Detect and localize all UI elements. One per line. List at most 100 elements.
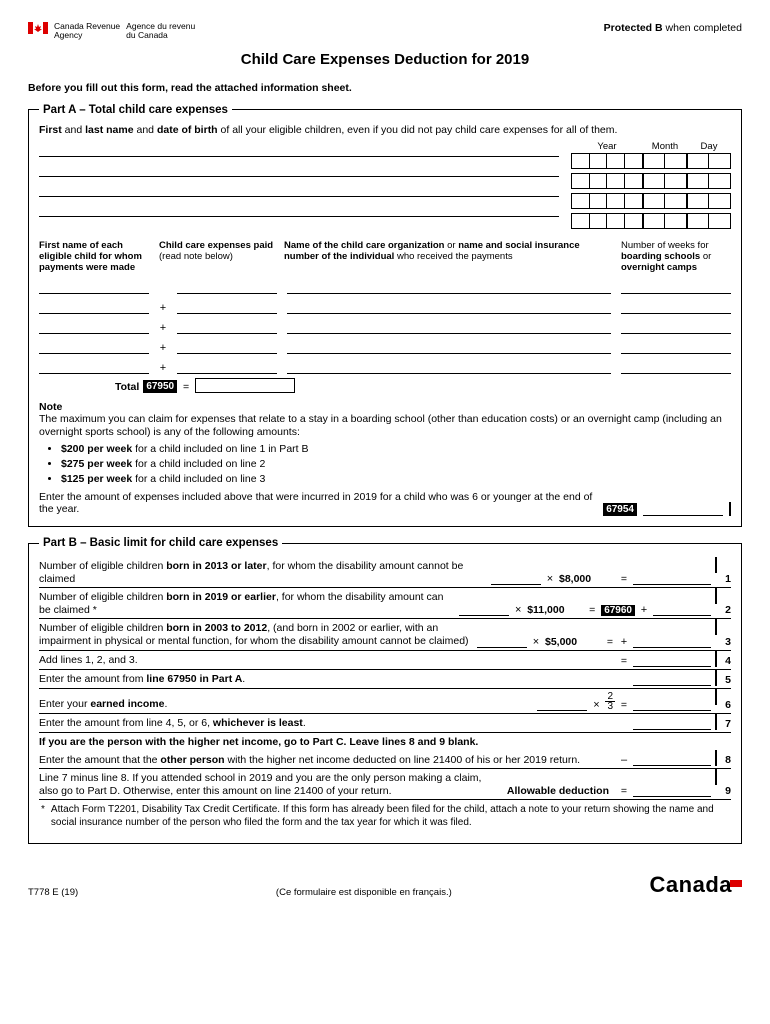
line-number-6: 6	[721, 699, 731, 711]
code-67950: 67950	[143, 380, 177, 393]
exp-weeks-input[interactable]	[621, 298, 731, 314]
allowable-deduction-label: Allowable deduction	[507, 785, 615, 797]
line-8-result-input[interactable]	[633, 753, 711, 766]
equals-sign: =	[619, 699, 629, 711]
line-5-text: Enter the amount from line 67950 in Part…	[39, 673, 629, 686]
ch2b: paid	[254, 240, 274, 251]
line-5-result-input[interactable]	[633, 673, 711, 686]
minus-sign: –	[619, 754, 629, 766]
times-sign: ×	[531, 636, 541, 648]
line-7: Enter the amount from line 4, 5, or 6, w…	[39, 714, 731, 733]
line-3-mult: $5,000	[545, 636, 601, 648]
ch4c: or	[700, 251, 711, 262]
ch3b: or	[444, 240, 458, 251]
line-4-text: Add lines 1, 2, and 3.	[39, 654, 615, 667]
colhead-expenses: Child care expenses paid (read note belo…	[159, 241, 274, 274]
bullet-txt: for a child included on line 2	[132, 458, 265, 470]
expense-row: +	[39, 298, 731, 314]
r6b: earned income	[90, 698, 164, 710]
line-9-result-input[interactable]	[633, 784, 711, 797]
part-b-instruction: If you are the person with the higher ne…	[39, 733, 731, 751]
child-name-line[interactable]	[39, 201, 559, 217]
r2b: born in 2019 or earlier	[166, 591, 276, 603]
dob-row[interactable]	[571, 173, 731, 189]
line-1-count-input[interactable]	[491, 572, 541, 585]
r8b: other person	[160, 754, 224, 766]
dob-row[interactable]	[571, 193, 731, 209]
exp-org-input[interactable]	[287, 358, 611, 374]
star-note-text: Attach Form T2201, Disability Tax Credit…	[51, 804, 729, 829]
exp-child-input[interactable]	[39, 318, 149, 334]
line-1-result-input[interactable]	[633, 572, 711, 585]
exp-child-input[interactable]	[39, 338, 149, 354]
separator-bar	[715, 714, 717, 730]
line-6-result-input[interactable]	[633, 698, 711, 711]
exp-org-input[interactable]	[287, 338, 611, 354]
dob-row[interactable]	[571, 213, 731, 229]
child-name-line[interactable]	[39, 181, 559, 197]
line-3-result-input[interactable]	[633, 635, 711, 648]
exp-amount-input[interactable]	[177, 278, 277, 294]
line-2-result-input[interactable]	[653, 603, 711, 616]
line-number-2: 2	[721, 604, 731, 616]
canada-wordmark: Canada	[650, 872, 742, 898]
exp-org-input[interactable]	[287, 278, 611, 294]
line-3-count-input[interactable]	[477, 635, 527, 648]
children-grid: Year Month Day	[39, 141, 731, 233]
bullet-txt: for a child included on line 1 in Part B	[132, 443, 308, 455]
agency-block: Canada Revenue Agency Agence du revenu d…	[28, 22, 195, 41]
form-title: Child Care Expenses Deduction for 2019	[28, 51, 742, 68]
r8c: with the higher net income deducted on l…	[225, 754, 580, 766]
code-67954: 67954	[603, 503, 637, 516]
exp-child-input[interactable]	[39, 358, 149, 374]
child-name-line[interactable]	[39, 141, 559, 157]
line-number-4: 4	[721, 655, 731, 667]
exp-weeks-input[interactable]	[621, 338, 731, 354]
line-6-income-input[interactable]	[537, 698, 587, 711]
amount-67954-input[interactable]	[643, 502, 723, 516]
dob-headers: Year Month Day	[571, 141, 731, 152]
total-amount-box[interactable]	[195, 378, 295, 393]
line-2-count-input[interactable]	[459, 603, 509, 616]
protected-label: Protected B when completed	[604, 22, 742, 34]
line-number-1: 1	[721, 573, 731, 585]
plus-sign: +	[639, 604, 649, 616]
exp-amount-input[interactable]	[177, 338, 277, 354]
separator-bar	[715, 689, 717, 705]
exp-child-input[interactable]	[39, 278, 149, 294]
r1a: Number of eligible children	[39, 560, 166, 572]
exp-org-input[interactable]	[287, 318, 611, 334]
colhead-childname: First name of each eligible child for wh…	[39, 241, 149, 274]
r8a: Enter the amount that the	[39, 754, 160, 766]
r7c: .	[303, 717, 306, 729]
expense-row	[39, 278, 731, 294]
ch4d: overnight camps	[621, 262, 697, 273]
exp-child-input[interactable]	[39, 298, 149, 314]
line-7-result-input[interactable]	[633, 717, 711, 730]
r1b: born in 2013 or later	[166, 560, 266, 572]
r7a: Enter the amount from line 4, 5, or 6,	[39, 717, 213, 729]
instr-lastname: last name	[85, 124, 133, 136]
child-name-line[interactable]	[39, 161, 559, 177]
exp-org-input[interactable]	[287, 298, 611, 314]
ch2c: (read note below)	[159, 251, 233, 262]
wordmark-flag-icon	[730, 872, 742, 884]
page-footer: T778 E (19) (Ce formulaire est disponibl…	[28, 872, 742, 898]
line-4-result-input[interactable]	[633, 654, 711, 667]
line-number-5: 5	[721, 674, 731, 686]
exp-amount-input[interactable]	[177, 318, 277, 334]
exp-amount-input[interactable]	[177, 358, 277, 374]
ch4a: Number of weeks for	[621, 240, 709, 251]
exp-weeks-input[interactable]	[621, 358, 731, 374]
dob-row[interactable]	[571, 153, 731, 169]
separator-bar	[715, 588, 717, 604]
exp-weeks-input[interactable]	[621, 278, 731, 294]
exp-weeks-input[interactable]	[621, 318, 731, 334]
separator-bar	[715, 750, 717, 766]
exp-amount-input[interactable]	[177, 298, 277, 314]
plus-sign: +	[159, 322, 167, 334]
total-label: Total	[115, 381, 139, 393]
line-3-text: Number of eligible children born in 2003…	[39, 622, 473, 647]
line-1-mult: $8,000	[559, 573, 615, 585]
instr-first: First	[39, 124, 62, 136]
